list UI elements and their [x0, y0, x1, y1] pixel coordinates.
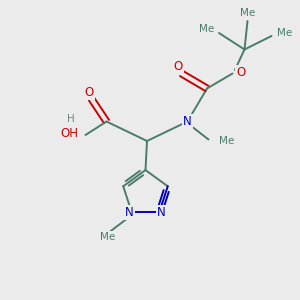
Text: O: O — [85, 86, 94, 100]
Text: Me: Me — [219, 136, 234, 146]
Text: Me: Me — [240, 8, 255, 18]
Text: O: O — [174, 60, 183, 74]
Text: N: N — [183, 115, 192, 128]
Text: N: N — [125, 206, 134, 219]
Text: Me: Me — [100, 232, 116, 242]
Text: O: O — [236, 65, 245, 79]
Text: H: H — [67, 114, 74, 124]
Text: OH: OH — [60, 127, 78, 140]
Text: Me: Me — [199, 23, 214, 34]
Text: Me: Me — [278, 28, 293, 38]
Text: N: N — [157, 206, 166, 219]
